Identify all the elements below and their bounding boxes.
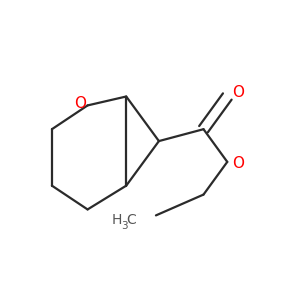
Text: 3: 3 (121, 221, 128, 231)
Text: O: O (232, 156, 244, 171)
Text: O: O (74, 95, 86, 110)
Text: O: O (232, 85, 244, 100)
Text: C: C (126, 213, 136, 227)
Text: H: H (112, 213, 122, 227)
